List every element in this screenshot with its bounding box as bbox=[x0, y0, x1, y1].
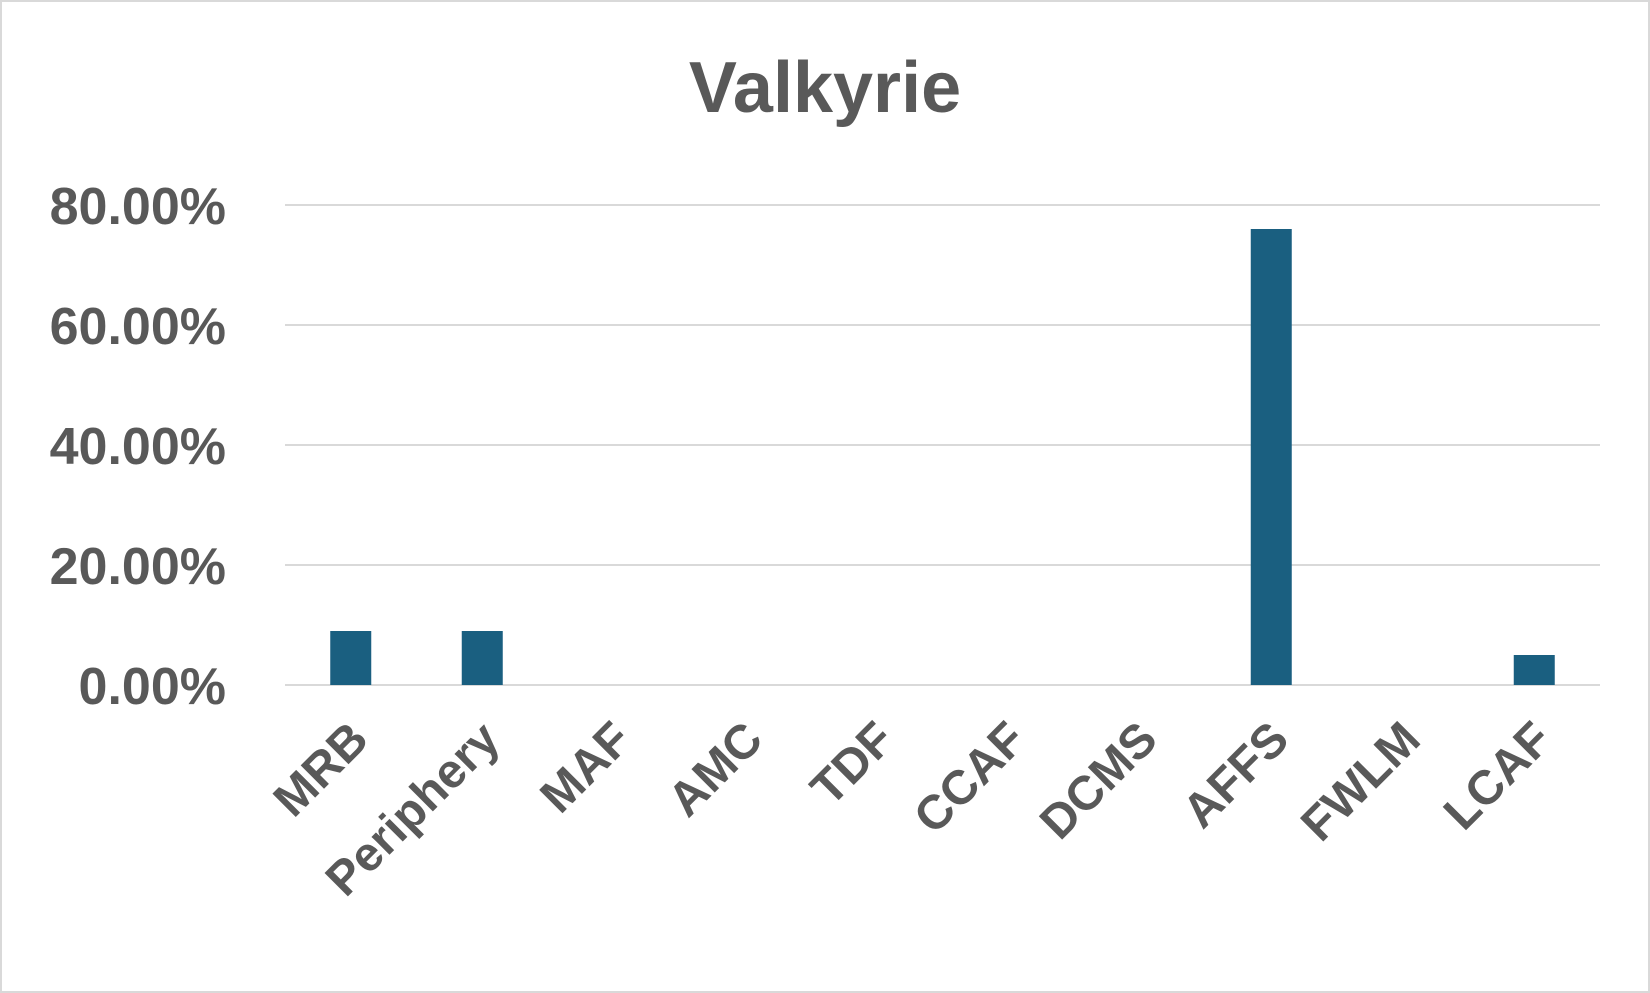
bar-periphery bbox=[461, 631, 503, 685]
x-category-label: LCAF bbox=[1434, 712, 1562, 840]
x-category-label: MRB bbox=[264, 712, 379, 827]
x-category-label: AFFS bbox=[1173, 712, 1299, 838]
y-tick-label: 0.00% bbox=[79, 658, 226, 716]
bar-affs bbox=[1250, 229, 1292, 685]
gridlines bbox=[285, 204, 1600, 686]
x-category-label: AMC bbox=[658, 712, 773, 827]
x-category-label: DCMS bbox=[1030, 712, 1167, 849]
bars bbox=[330, 229, 1555, 685]
chart-title: Valkyrie bbox=[689, 48, 961, 128]
y-tick-label: 40.00% bbox=[50, 418, 226, 476]
y-tick-label: 80.00% bbox=[50, 178, 226, 236]
bar-lcaf bbox=[1513, 655, 1555, 685]
x-category-label: CCAF bbox=[904, 712, 1036, 844]
y-axis-tick-labels: 0.00% 20.00% 40.00% 60.00% 80.00% bbox=[50, 178, 226, 716]
y-tick-label: 60.00% bbox=[50, 298, 226, 356]
y-tick-label: 20.00% bbox=[50, 538, 226, 596]
bar-mrb bbox=[330, 631, 372, 685]
x-category-label: TDF bbox=[801, 712, 904, 815]
x-category-label: FWLM bbox=[1291, 712, 1430, 851]
x-category-label: MAF bbox=[531, 712, 642, 823]
